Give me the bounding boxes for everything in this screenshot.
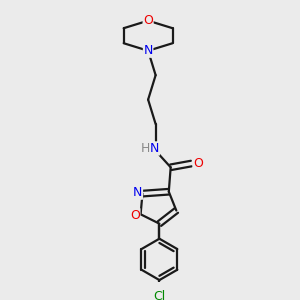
Text: O: O	[130, 209, 140, 222]
Text: H: H	[141, 142, 150, 155]
Text: O: O	[143, 14, 153, 27]
Text: O: O	[193, 157, 203, 170]
Text: N: N	[133, 186, 142, 199]
Text: N: N	[150, 142, 159, 155]
Text: Cl: Cl	[153, 290, 166, 300]
Text: N: N	[143, 44, 153, 57]
